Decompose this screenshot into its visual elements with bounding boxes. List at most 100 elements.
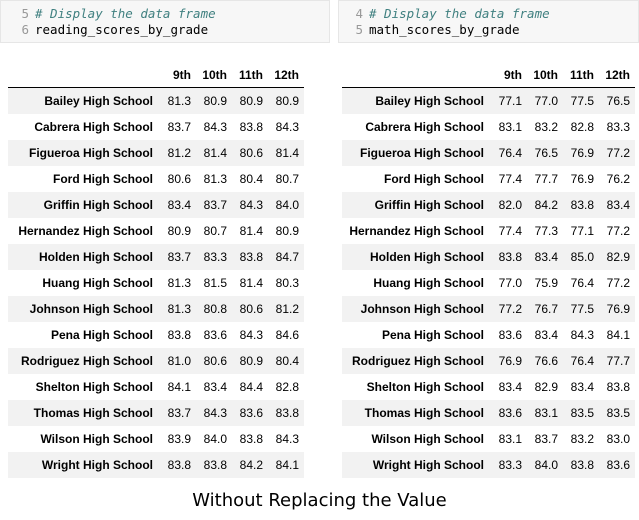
table-cell: 80.7: [275, 172, 299, 186]
table-cell: 80.8: [203, 302, 227, 316]
index-header: [8, 62, 160, 88]
table-cell: 83.1: [534, 406, 558, 420]
table-cell: 80.6: [239, 302, 263, 316]
table-cell: 83.4: [534, 250, 558, 264]
table-cell: 81.4: [239, 276, 263, 290]
code-cell-reading[interactable]: 5 # Display the data frame 6 reading_sco…: [0, 0, 330, 43]
code-line: 6 reading_scores_by_grade: [1, 22, 329, 38]
table-cell: 83.3: [498, 458, 522, 472]
table-cell: 77.7: [534, 172, 558, 186]
index-header: [342, 62, 491, 88]
row-label: Wilson High School: [371, 432, 484, 446]
math-scores-table: 9th 10th 11th 12th Bailey High School 77.…: [342, 62, 635, 478]
table-cell: 76.4: [570, 354, 594, 368]
table-cell: 83.3: [203, 250, 227, 264]
table-cell: 76.9: [498, 354, 522, 368]
table-cell: 83.4: [203, 380, 227, 394]
table-cell: 83.7: [167, 250, 191, 264]
code-cell-math[interactable]: 4 # Display the data frame 5 math_scores…: [338, 0, 639, 43]
table-cell: 76.7: [534, 302, 558, 316]
column-header: 12th: [599, 62, 635, 88]
table-cell: 84.0: [534, 458, 558, 472]
line-number: 5: [355, 22, 363, 37]
table-row: Figueroa High School 81.2 81.4 80.6 81.4: [8, 140, 304, 166]
table-cell: 83.8: [498, 250, 522, 264]
row-label: Johnson High School: [360, 302, 484, 316]
table-header-row: 9th 10th 11th 12th: [342, 62, 635, 88]
row-label: Holden High School: [39, 250, 153, 264]
table-cell: 80.6: [239, 146, 263, 160]
table-cell: 80.4: [239, 172, 263, 186]
row-label: Cabrera High School: [34, 120, 153, 134]
table-cell: 83.8: [275, 406, 299, 420]
code-line: 5 # Display the data frame: [1, 6, 329, 22]
table-row: Hernandez High School 80.9 80.7 81.4 80.9: [8, 218, 304, 244]
table-cell: 77.3: [534, 224, 558, 238]
row-label: Hernandez High School: [349, 224, 484, 238]
table-header-row: 9th 10th 11th 12th: [8, 62, 304, 88]
table-cell: 84.3: [203, 120, 227, 134]
row-label: Ford High School: [384, 172, 484, 186]
row-label: Johnson High School: [29, 302, 153, 316]
row-label: Pena High School: [381, 328, 484, 342]
table-cell: 83.4: [606, 198, 630, 212]
row-label: Thomas High School: [364, 406, 484, 420]
table-cell: 84.3: [203, 406, 227, 420]
table-cell: 84.4: [239, 380, 263, 394]
table-row: Ford High School 80.6 81.3 80.4 80.7: [8, 166, 304, 192]
row-label: Figueroa High School: [359, 146, 484, 160]
column-header: 11th: [232, 62, 268, 88]
caption: Without Replacing the Value: [192, 490, 447, 511]
table-row: Cabrera High School 83.1 83.2 82.8 83.3: [342, 114, 635, 140]
table-cell: 81.0: [167, 354, 191, 368]
table-cell: 77.2: [606, 224, 630, 238]
row-label: Wilson High School: [40, 432, 153, 446]
table-row: Shelton High School 83.4 82.9 83.4 83.8: [342, 374, 635, 400]
table-cell: 84.0: [203, 432, 227, 446]
table-cell: 83.8: [239, 250, 263, 264]
row-label: Huang High School: [373, 276, 484, 290]
row-label: Rodriguez High School: [352, 354, 484, 368]
table-row: Griffin High School 82.0 84.2 83.8 83.4: [342, 192, 635, 218]
code-text: math_scores_by_grade: [369, 22, 520, 37]
table-cell: 81.3: [167, 302, 191, 316]
column-header: 10th: [196, 62, 232, 88]
table-row: Ford High School 77.4 77.7 76.9 76.2: [342, 166, 635, 192]
table-cell: 75.9: [534, 276, 558, 290]
table-cell: 83.6: [203, 328, 227, 342]
table-cell: 83.4: [570, 380, 594, 394]
row-label: Griffin High School: [374, 198, 484, 212]
table-cell: 80.9: [167, 224, 191, 238]
table-cell: 83.4: [167, 198, 191, 212]
code-comment: # Display the data frame: [369, 6, 550, 21]
table-cell: 76.2: [606, 172, 630, 186]
row-label: Figueroa High School: [28, 146, 153, 160]
table-row: Holden High School 83.7 83.3 83.8 84.7: [8, 244, 304, 270]
table-cell: 83.4: [534, 328, 558, 342]
table-cell: 77.1: [498, 94, 522, 108]
code-line: 4 # Display the data frame: [339, 6, 638, 22]
table-cell: 83.8: [570, 458, 594, 472]
table-cell: 83.8: [606, 380, 630, 394]
table-cell: 77.5: [570, 302, 594, 316]
table-cell: 76.9: [570, 146, 594, 160]
table-row: Pena High School 83.8 83.6 84.3 84.6: [8, 322, 304, 348]
table-cell: 84.1: [167, 380, 191, 394]
table-row: Bailey High School 77.1 77.0 77.5 76.5: [342, 87, 635, 114]
table-cell: 76.5: [606, 94, 630, 108]
line-number: 4: [355, 6, 363, 21]
table-cell: 81.4: [239, 224, 263, 238]
table-cell: 82.9: [534, 380, 558, 394]
table-row: Holden High School 83.8 83.4 85.0 82.9: [342, 244, 635, 270]
table-cell: 76.4: [570, 276, 594, 290]
table-row: Griffin High School 83.4 83.7 84.3 84.0: [8, 192, 304, 218]
table-cell: 83.8: [239, 432, 263, 446]
table-cell: 77.1: [570, 224, 594, 238]
column-header: 9th: [160, 62, 196, 88]
table-cell: 76.4: [498, 146, 522, 160]
table-cell: 83.6: [606, 458, 630, 472]
table-cell: 83.5: [606, 406, 630, 420]
table-row: Thomas High School 83.6 83.1 83.5 83.5: [342, 400, 635, 426]
table-cell: 80.9: [203, 94, 227, 108]
table-cell: 80.6: [203, 354, 227, 368]
